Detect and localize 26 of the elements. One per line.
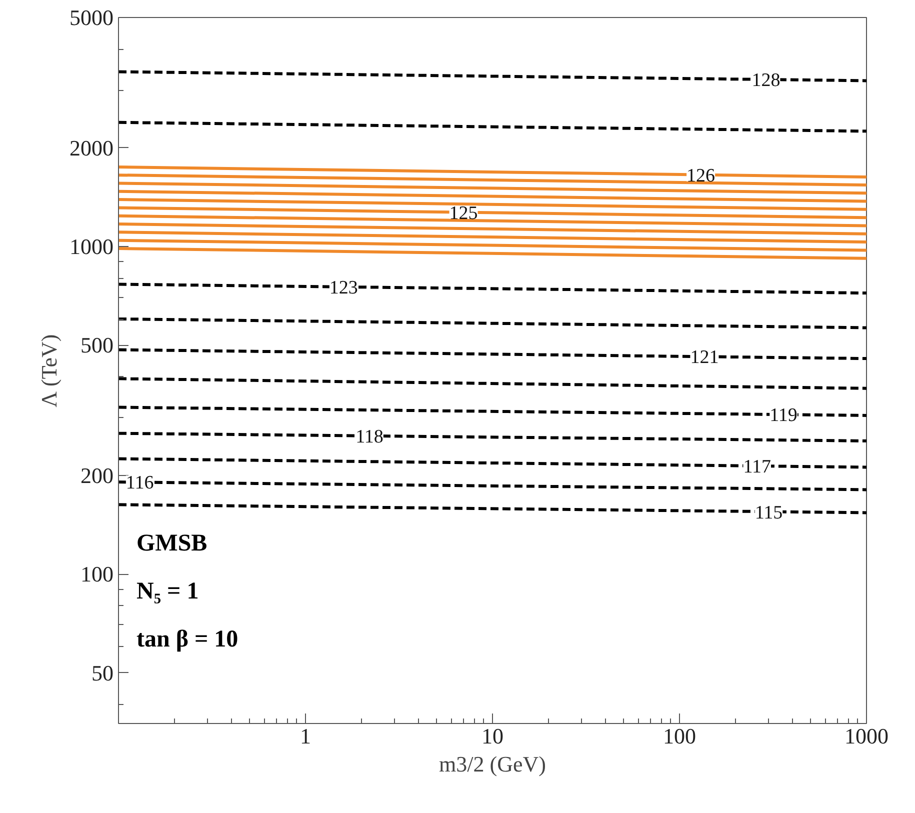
y-tick-label: 50 (92, 660, 114, 686)
annotation: 126 (686, 165, 716, 186)
y-tick-label: 500 (80, 332, 114, 358)
y-tick-label: 5000 (70, 5, 114, 30)
annotation: 119 (770, 405, 798, 426)
annotation: 118 (356, 426, 384, 448)
annotation: 117 (743, 456, 771, 478)
x-tick-label: 1000 (844, 724, 888, 748)
x-tick-label: 1 (300, 724, 311, 748)
annotation: 115 (754, 502, 783, 524)
y-tick-label: 200 (80, 463, 114, 488)
x-axis-title: m3/2 (GeV) (439, 752, 546, 776)
y-tick-label: 100 (80, 562, 114, 587)
annotation: 128 (752, 70, 780, 91)
annotation: 123 (329, 277, 358, 298)
y-tick-label: 1000 (70, 234, 114, 259)
annotation: 125 (449, 202, 478, 224)
annotation: 116 (126, 472, 154, 494)
annotation: tan β = 10 (136, 626, 238, 652)
y-axis-title: Λ (TeV) (36, 334, 62, 408)
annotation: 121 (690, 347, 719, 368)
annotation: N₅ = 1 (136, 578, 199, 604)
annotation: GMSB (136, 530, 208, 556)
x-tick-label: 100 (663, 724, 696, 748)
x-tick-label: 10 (482, 724, 504, 748)
y-tick-label: 2000 (70, 135, 114, 160)
